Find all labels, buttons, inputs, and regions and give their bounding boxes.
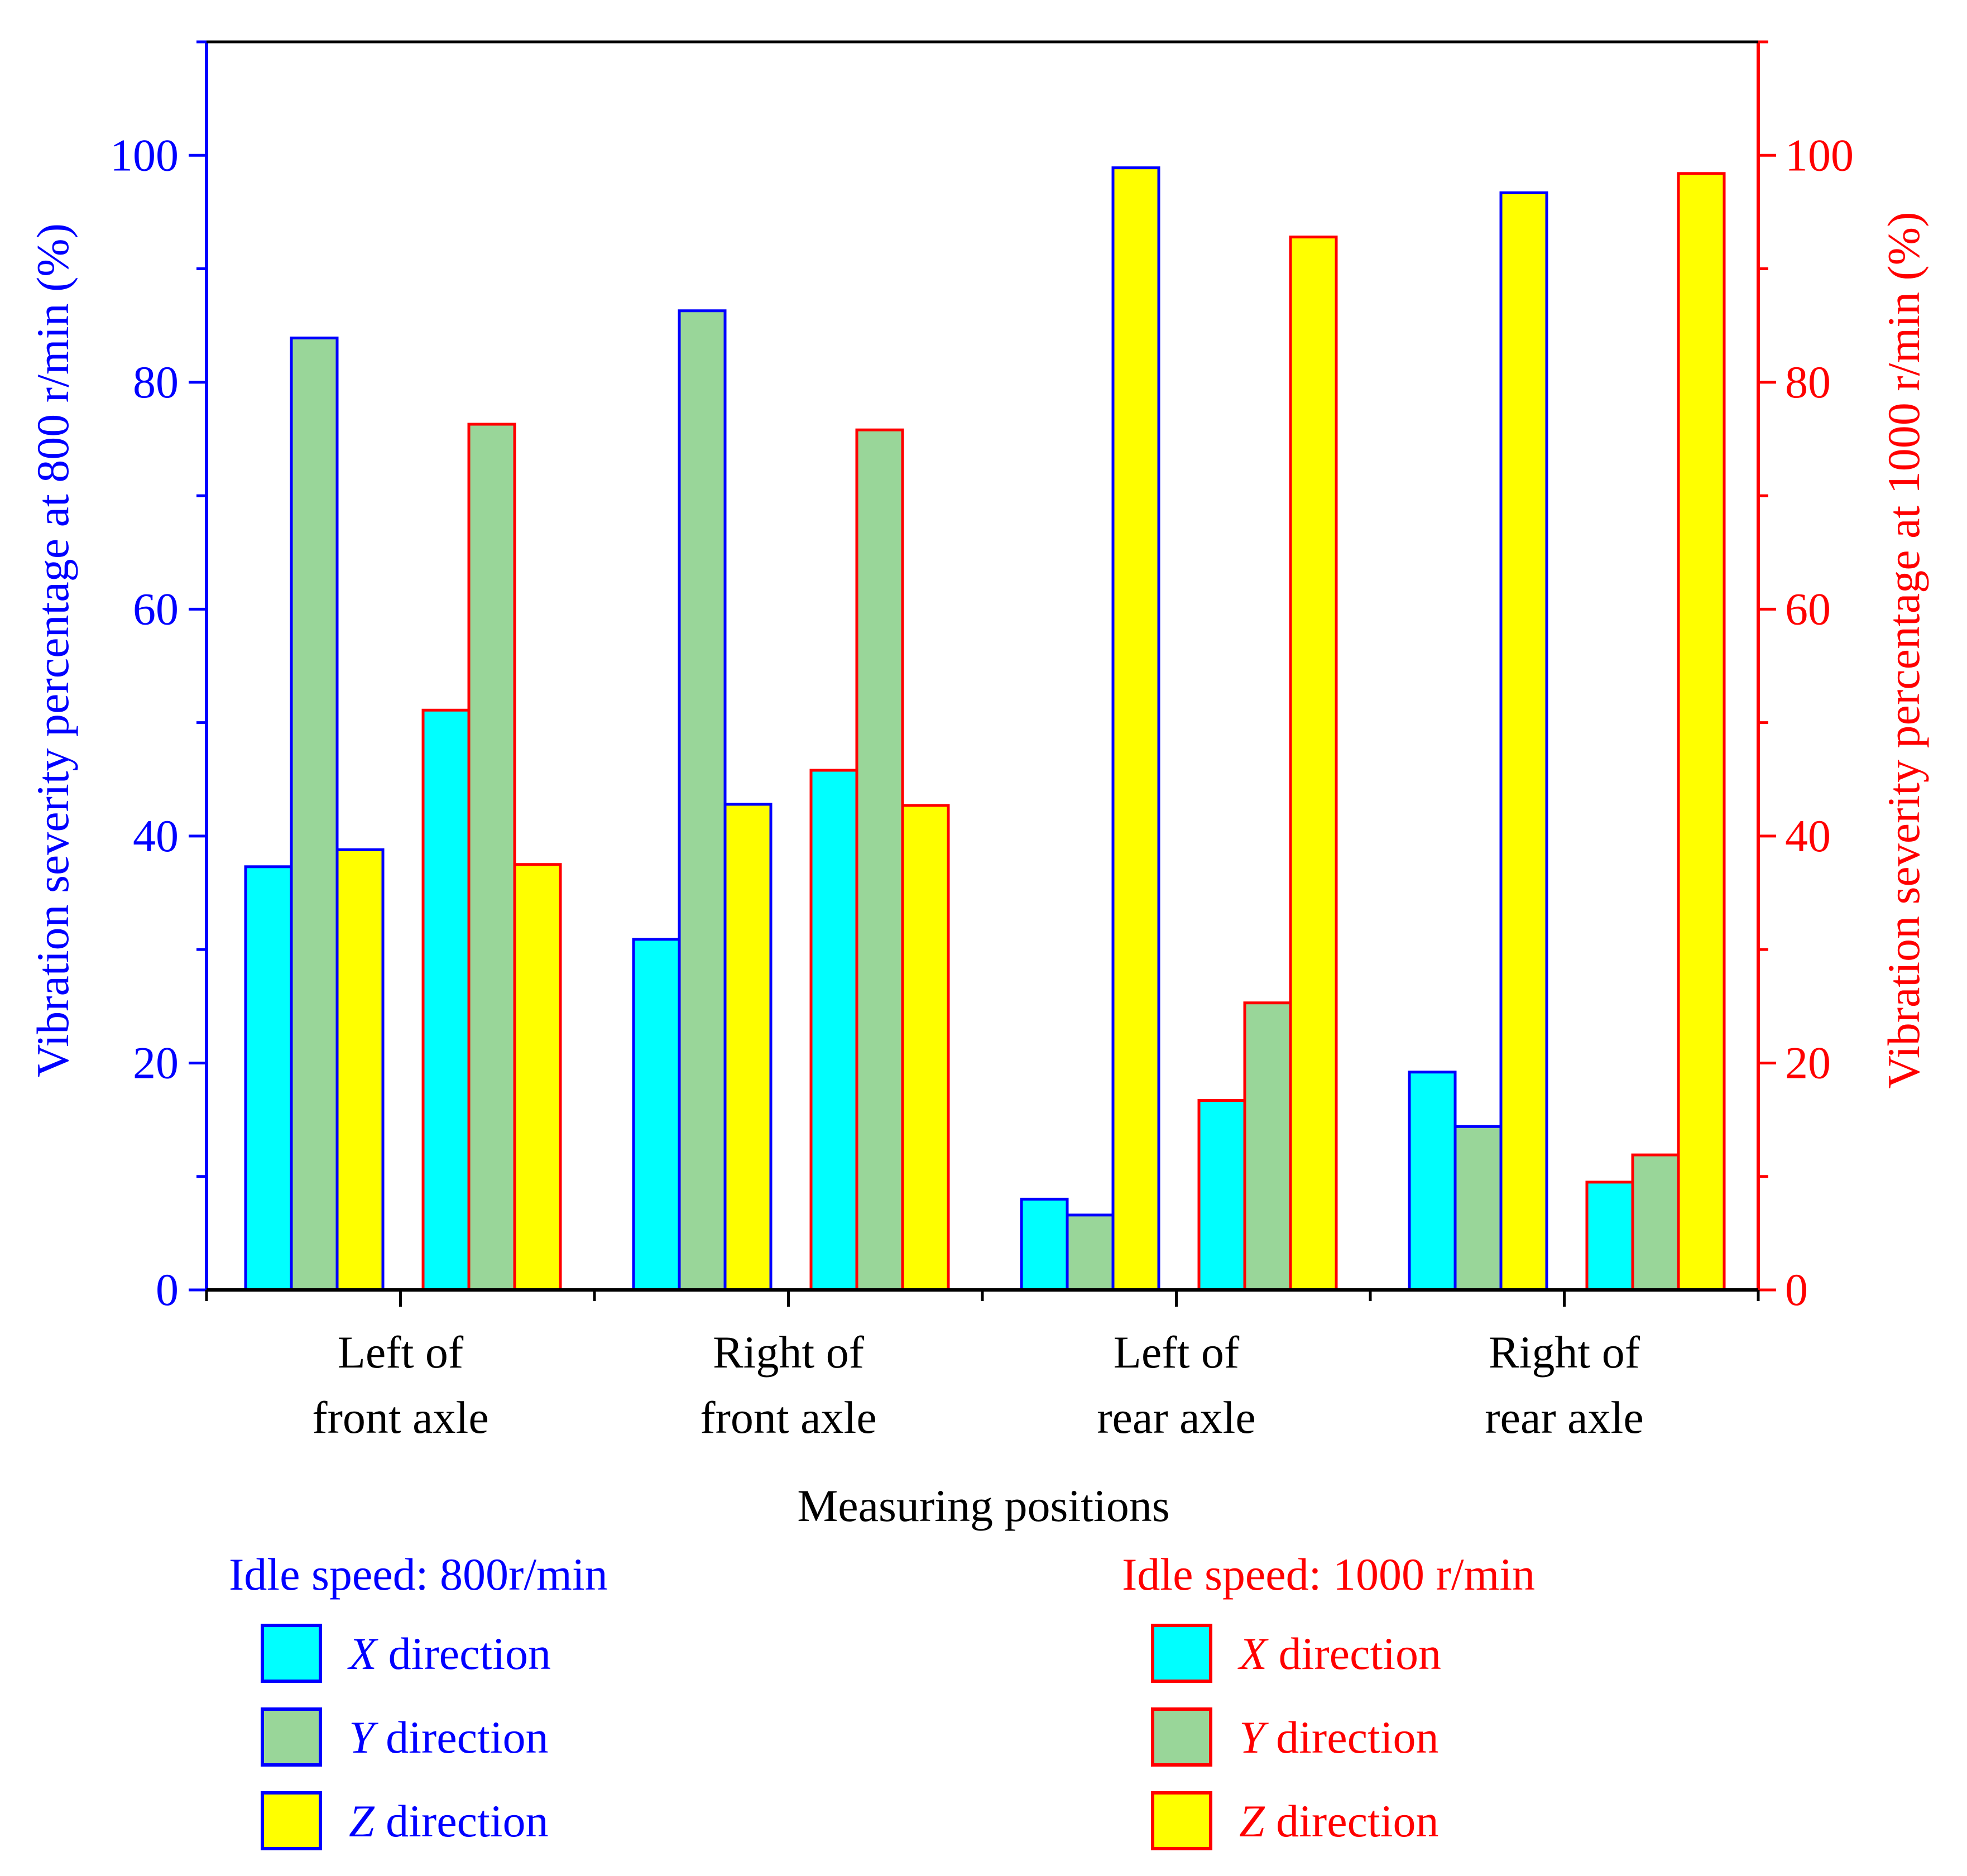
legend-label-right-z: Z direction xyxy=(1239,1796,1439,1846)
bar-right-z-0 xyxy=(513,863,562,1292)
bar-right-x-3 xyxy=(1585,1181,1634,1292)
bar-right-x-2 xyxy=(1197,1099,1246,1292)
bar-left-z-2 xyxy=(1111,166,1160,1292)
bar-right-y-2 xyxy=(1243,1001,1292,1292)
y-left-tick-label: 80 xyxy=(133,357,179,407)
y-right-tick-label: 0 xyxy=(1785,1264,1808,1315)
y-right-tick-label: 40 xyxy=(1785,810,1831,861)
bar-right-z-3 xyxy=(1677,172,1726,1292)
legend: Idle speed: 800r/min X direction Y directi… xyxy=(229,1549,1535,1850)
bar-left-x-0 xyxy=(244,865,293,1292)
legend-title-left: Idle speed: 800r/min xyxy=(229,1549,608,1600)
y-right-tick-label: 20 xyxy=(1785,1037,1831,1088)
x-tick-label: Right of xyxy=(1489,1327,1640,1378)
bar-left-y-0 xyxy=(290,337,339,1292)
bar-right-y-3 xyxy=(1631,1153,1680,1292)
y-axis-left-title: Vibration severity percentage at 800 r/m… xyxy=(27,223,78,1077)
x-tick-label: front axle xyxy=(312,1392,488,1443)
x-tick-label: Left of xyxy=(1114,1327,1240,1378)
ticks-layer: 0 0 20 20 40 40 60 60 80 80 100 100 Left of front axl… xyxy=(110,40,1854,1443)
legend-label-left-x: X direction xyxy=(347,1628,551,1679)
bar-left-z-0 xyxy=(335,848,385,1292)
y-left-tick-label: 40 xyxy=(133,810,179,861)
x-tick-label: rear axle xyxy=(1485,1392,1643,1443)
bar-left-y-1 xyxy=(678,309,727,1292)
legend-swatch-right-z xyxy=(1151,1791,1212,1850)
bar-left-z-3 xyxy=(1499,191,1548,1292)
bar-left-x-1 xyxy=(632,938,681,1292)
legend-swatch-right-y xyxy=(1151,1707,1212,1767)
bar-right-z-2 xyxy=(1289,236,1338,1292)
bar-left-x-3 xyxy=(1408,1071,1457,1292)
x-tick-label: rear axle xyxy=(1097,1392,1255,1443)
legend-label-left-z: Z direction xyxy=(349,1796,549,1846)
y-left-tick-label: 60 xyxy=(133,583,179,634)
bar-left-z-1 xyxy=(723,803,773,1292)
legend-label-right-x: X direction xyxy=(1237,1628,1441,1679)
bar-right-x-0 xyxy=(421,708,471,1292)
legend-label-right-y: Y direction xyxy=(1239,1712,1439,1763)
bar-right-y-1 xyxy=(855,428,904,1292)
legend-swatch-left-y xyxy=(261,1707,322,1767)
x-tick-label: Right of xyxy=(713,1327,865,1378)
legend-label-left-y: Y direction xyxy=(349,1712,549,1763)
legend-title-right: Idle speed: 1000 r/min xyxy=(1122,1549,1535,1600)
y-left-tick-label: 20 xyxy=(133,1037,179,1088)
bar-right-z-1 xyxy=(901,804,950,1292)
legend-swatch-left-x xyxy=(261,1624,322,1683)
y-left-tick-label: 0 xyxy=(156,1264,179,1315)
y-left-tick-label: 100 xyxy=(110,129,179,180)
y-right-tick-label: 60 xyxy=(1785,583,1831,634)
bar-right-x-1 xyxy=(809,769,858,1292)
x-tick-label: Left of xyxy=(338,1327,464,1378)
y-right-tick-label: 100 xyxy=(1785,129,1854,180)
x-tick-label: front axle xyxy=(700,1392,876,1443)
y-right-tick-label: 80 xyxy=(1785,357,1831,407)
legend-swatch-left-z xyxy=(261,1791,322,1850)
bars-layer xyxy=(244,166,1726,1292)
legend-swatch-right-x xyxy=(1151,1624,1212,1683)
bar-left-y-2 xyxy=(1066,1213,1115,1292)
y-axis-right-title: Vibration severity percentage at 1000 r/… xyxy=(1878,212,1929,1089)
x-axis-title: Measuring positions xyxy=(797,1480,1169,1531)
bar-left-x-2 xyxy=(1020,1197,1069,1292)
labels-layer: Measuring positions Vibration severity p… xyxy=(27,212,1929,1531)
bar-right-y-0 xyxy=(467,423,516,1292)
bar-left-y-3 xyxy=(1453,1125,1503,1292)
